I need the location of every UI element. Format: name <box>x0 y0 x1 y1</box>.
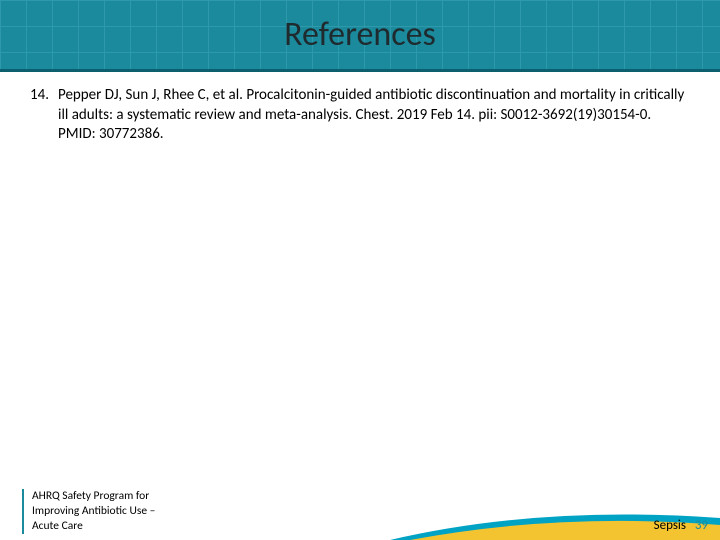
slide-title: References <box>284 14 436 55</box>
footer-topic: Sepsis <box>654 518 686 533</box>
slide: References 14. Pepper DJ, Sun J, Rhee C,… <box>0 0 720 540</box>
footer-line: AHRQ Safety Program for <box>32 489 149 503</box>
slide-body: 14. Pepper DJ, Sun J, Rhee C, et al. Pro… <box>0 72 720 145</box>
footer-program-name: AHRQ Safety Program for Improving Antibi… <box>22 489 155 534</box>
reference-text: Pepper DJ, Sun J, Rhee C, et al. Procalc… <box>58 86 690 145</box>
reference-item: 14. Pepper DJ, Sun J, Rhee C, et al. Pro… <box>30 86 690 145</box>
reference-number: 14. <box>30 86 58 145</box>
footer-line: Acute Care <box>32 519 83 533</box>
slide-number: 39 <box>695 518 708 533</box>
slide-header: References <box>0 0 720 72</box>
slide-footer: AHRQ Safety Program for Improving Antibi… <box>0 478 720 540</box>
footer-line: Improving Antibiotic Use – <box>32 504 155 518</box>
